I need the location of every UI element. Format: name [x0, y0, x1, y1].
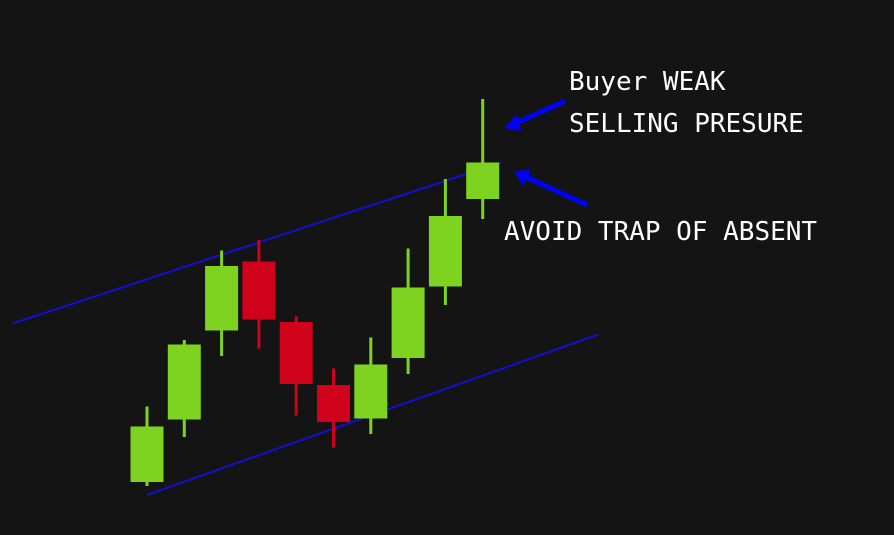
channel-upper-line	[12, 161, 502, 325]
annotation-avoid-trap: AVOID TRAP OF ABSENT	[504, 217, 818, 247]
candle-body	[428, 216, 462, 287]
candle-body	[167, 344, 201, 420]
candle-body	[279, 322, 313, 384]
annotation-selling-presure: SELLING PRESURE	[569, 109, 804, 139]
candles	[130, 99, 500, 486]
candle	[205, 250, 239, 356]
candle	[466, 99, 500, 219]
candle	[391, 248, 425, 374]
annotation-arrows	[504, 98, 589, 208]
candle	[317, 368, 350, 448]
candle	[428, 179, 462, 305]
candle-body	[354, 364, 388, 419]
candle	[279, 316, 313, 416]
candle	[242, 240, 276, 349]
candle-body	[391, 287, 425, 358]
candle-body	[242, 261, 276, 320]
candle	[130, 406, 164, 486]
candle-body	[466, 162, 500, 199]
candle	[167, 340, 201, 437]
candle-body	[317, 385, 350, 422]
candle-body	[130, 426, 164, 482]
annotation-buyer-weak: Buyer WEAK	[569, 67, 726, 97]
arrow-to-body-shaft	[524, 174, 589, 208]
candle-body	[205, 266, 239, 331]
arrow-to-body-head	[514, 170, 531, 186]
arrow-to-wick-shaft	[512, 98, 567, 127]
candle	[354, 337, 388, 434]
arrow-to-wick-head	[504, 114, 521, 131]
